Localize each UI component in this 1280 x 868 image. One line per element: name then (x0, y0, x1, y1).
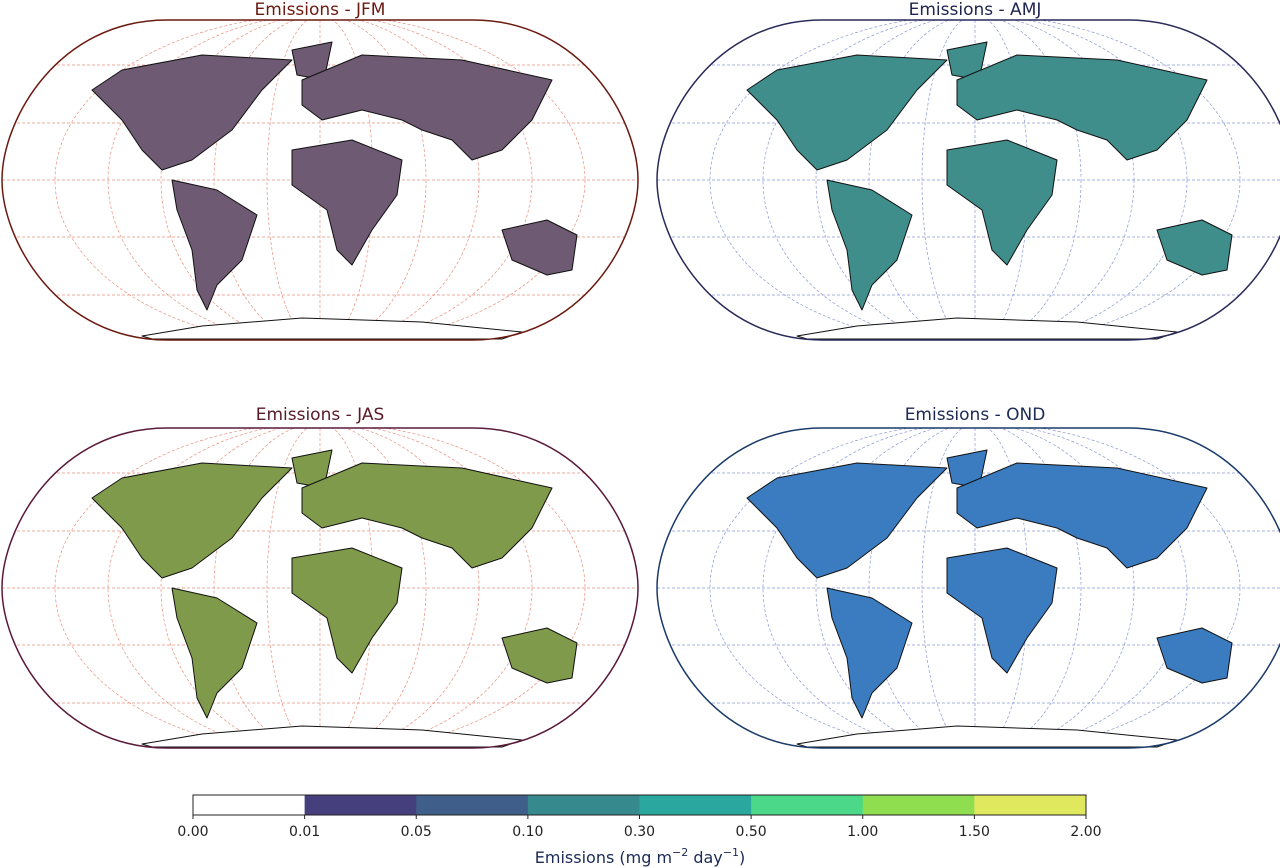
colorbar-bin (416, 795, 529, 815)
colorbar-bin (193, 795, 306, 815)
colorbar-bin (527, 795, 640, 815)
colorbar-bin (304, 795, 417, 815)
map-title: Emissions - OND (905, 405, 1046, 425)
map-title: Emissions - JFM (255, 0, 386, 20)
colorbar-tick-label: 0.30 (624, 824, 655, 840)
map-title: Emissions - JAS (256, 405, 385, 425)
colorbar-tick-label: 0.50 (736, 824, 767, 840)
colorbar: 0.00 0.01 0.05 0.10 0.30 0.50 1.00 1.50 2.00 (177, 794, 1102, 840)
map-ond (656, 423, 1280, 753)
colorbar-bin (751, 795, 864, 815)
colorbar-tick-label: 0.01 (289, 824, 320, 840)
map-title: Emissions - AMJ (909, 0, 1042, 20)
colorbar-tick-label: 0.05 (401, 824, 432, 840)
colorbar-bin (862, 795, 975, 815)
colorbar-bin (639, 795, 752, 815)
colorbar-tick-label: 0.00 (177, 824, 208, 840)
map-jfm (1, 15, 639, 345)
colorbar-label: Emissions (mg m−2 day−1) (535, 846, 745, 867)
colorbar-tick-label: 1.50 (959, 824, 990, 840)
colorbar-bin (974, 795, 1087, 815)
colorbar-tick-label: 2.00 (1070, 824, 1101, 840)
map-amj (656, 15, 1280, 345)
colorbar-tick-label: 1.00 (847, 824, 878, 840)
colorbar-tick-label: 0.10 (512, 824, 543, 840)
map-jas (1, 423, 639, 753)
